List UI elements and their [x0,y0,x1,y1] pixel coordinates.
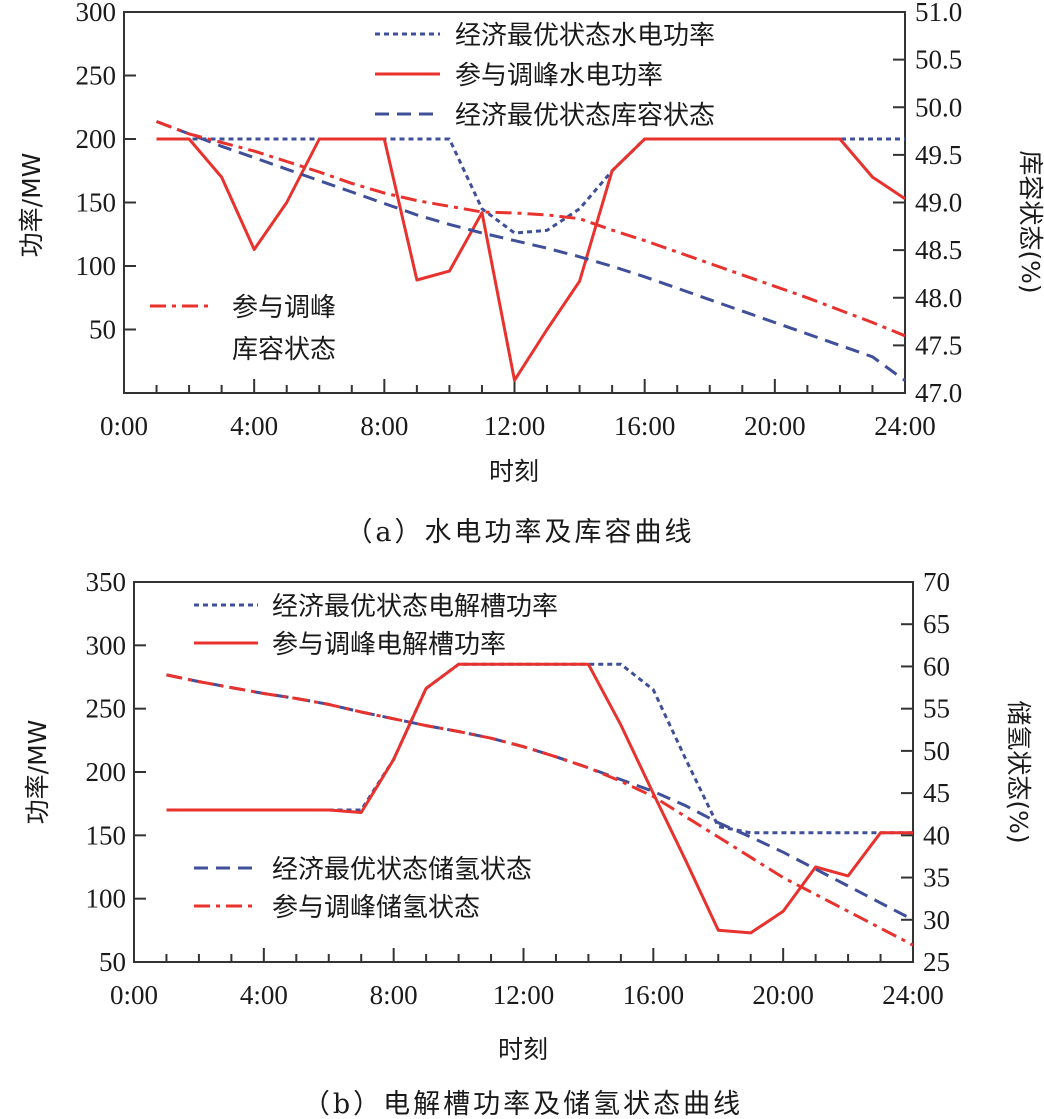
x-tick-label: 8:00 [360,411,408,441]
y-right-tick-label: 30 [923,905,950,935]
chart-a-series [155,120,906,382]
legend-label: 参与调峰电解槽功率 [272,630,506,660]
y-right-tick-label: 45 [923,778,950,808]
chart-b-caption: （b）电解槽功率及储氢状态曲线 [303,1089,743,1119]
x-tick-label: 16:00 [623,980,685,1010]
legend-label: 经济最优状态水电功率 [455,21,715,51]
y-right-tick-label: 50.0 [915,92,962,122]
chart-a: 50 100 150 200 250 300 47.0 47.5 48.0 48.5 49.0 49… [17,0,1044,548]
y-tick-label: 200 [76,124,117,154]
chart-a-y-label-right: 库容状态(%) [1016,150,1044,293]
legend-label: 经济最优状态储氢状态 [272,855,532,885]
x-tick-label: 8:00 [370,980,418,1010]
y-right-tick-label: 25 [923,947,950,977]
y-right-tick-label: 60 [923,651,950,681]
chart-b-y-label-left: 功率/MW [23,720,52,825]
x-tick-label: 12:00 [484,411,546,441]
chart-a-y-axis-left: 50 100 150 200 250 300 [76,0,136,345]
y-right-tick-label: 48.5 [915,235,962,265]
series-line [166,662,913,935]
chart-b-y-label-right: 储氢状态(%) [1004,700,1033,843]
x-tick-label: 12:00 [493,980,555,1010]
y-tick-label: 250 [86,694,127,724]
x-tick-label: 16:00 [614,411,676,441]
series-line [156,137,906,382]
y-right-tick-label: 40 [923,820,950,850]
y-right-tick-label: 65 [923,609,950,639]
series-line [156,137,905,235]
y-tick-label: 50 [99,947,126,977]
y-tick-label: 150 [86,820,127,850]
y-tick-label: 200 [86,757,127,787]
y-right-tick-label: 55 [923,694,950,724]
series-line [166,662,913,835]
x-tick-label: 24:00 [874,411,936,441]
y-tick-label: 300 [76,0,117,27]
series-line [155,120,906,338]
chart-b-y-axis-left: 50 100 150 200 250 300 350 [86,567,146,977]
y-tick-label: 350 [86,567,127,597]
x-tick-label: 20:00 [744,411,806,441]
legend-label: 参与调峰储氢状态 [272,893,480,923]
y-right-tick-label: 47.0 [915,378,962,408]
y-right-tick-label: 70 [923,567,950,597]
y-tick-label: 50 [89,315,116,345]
chart-b-x-label: 时刻 [498,1035,548,1064]
chart-b-x-axis: 0:00 4:00 8:00 12:00 16:00 20:00 24:00 [110,948,944,1010]
chart-b-legend: 经济最优状态电解槽功率 参与调峰电解槽功率 经济最优状态储氢状态 参与调峰储氢状… [194,592,558,923]
y-right-tick-label: 49.0 [915,188,962,218]
y-right-tick-label: 50.5 [915,45,962,75]
legend-label: 库容状态 [232,335,336,365]
x-tick-label: 20:00 [752,980,814,1010]
y-right-tick-label: 51.0 [915,0,962,27]
x-tick-label: 0:00 [110,980,158,1010]
chart-a-x-label: 时刻 [489,457,539,486]
x-tick-label: 4:00 [240,980,288,1010]
legend-label: 参与调峰水电功率 [455,61,663,91]
x-tick-label: 24:00 [882,980,944,1010]
y-right-tick-label: 47.5 [915,330,962,360]
chart-b-series [166,662,914,947]
chart-a-caption: （a）水电功率及库容曲线 [345,517,694,548]
legend-label: 经济最优状态库容状态 [455,101,715,131]
y-right-tick-label: 35 [923,863,950,893]
chart-a-legend: 经济最优状态水电功率 参与调峰水电功率 经济最优状态库容状态 参与调峰 库容状态 [150,21,715,365]
y-right-tick-label: 49.5 [915,140,962,170]
y-right-tick-label: 50 [923,736,950,766]
y-tick-label: 100 [86,884,127,914]
y-tick-label: 250 [76,61,117,91]
series-line [166,673,914,922]
chart-b-y-axis-right: 25 30 35 40 45 50 55 60 65 70 [901,567,950,977]
chart-a-y-label-left: 功率/MW [17,153,46,258]
series-line [166,673,914,947]
series-line [155,120,906,382]
x-tick-label: 0:00 [100,411,148,441]
y-tick-label: 300 [86,630,127,660]
x-tick-label: 4:00 [230,411,278,441]
y-right-tick-label: 48.0 [915,283,962,313]
chart-a-x-axis: 0:00 4:00 8:00 12:00 16:00 20:00 24:00 [100,379,936,441]
y-tick-label: 100 [76,251,117,281]
y-tick-label: 150 [76,188,117,218]
legend-label: 参与调峰 [232,293,336,323]
chart-b: 50 100 150 200 250 300 350 25 30 35 40 45 50 55 60 65 7… [23,567,1033,1119]
legend-label: 经济最优状态电解槽功率 [272,592,558,622]
chart-a-y-axis-right: 47.0 47.5 48.0 48.5 49.0 49.5 50.0 50.5 51.0 [893,0,962,408]
